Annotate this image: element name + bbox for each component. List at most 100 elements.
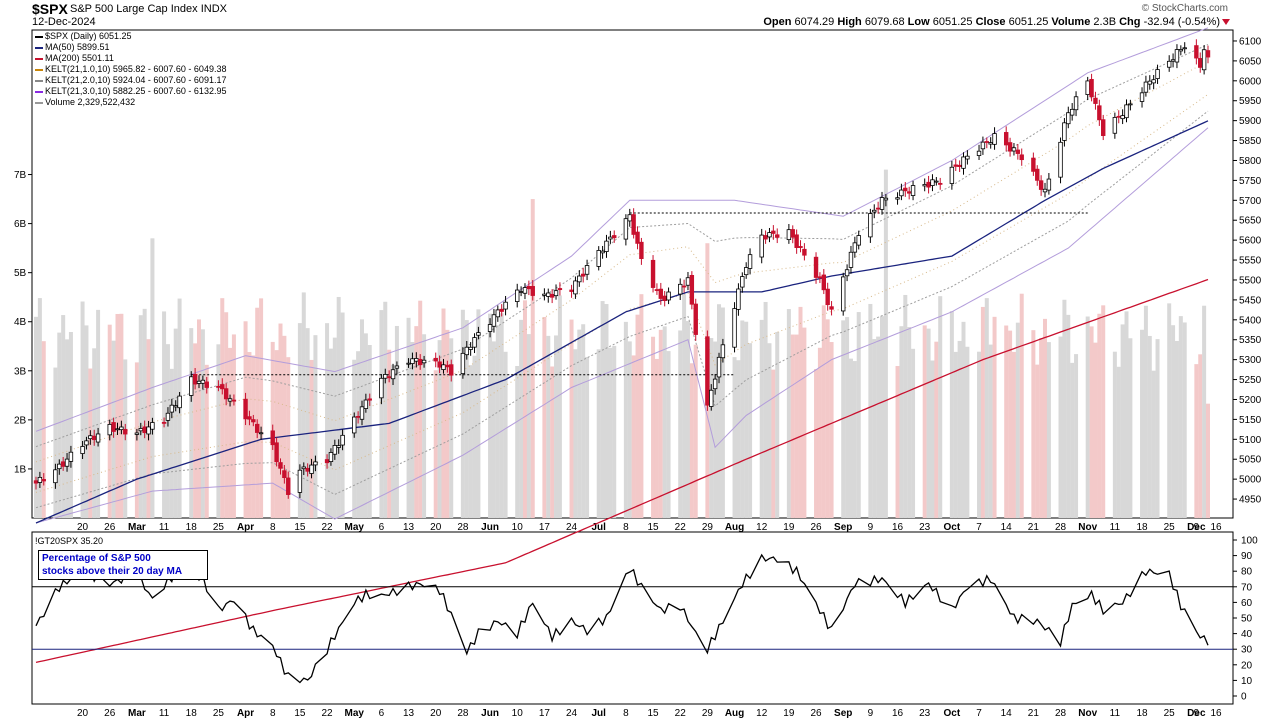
candle-body: [177, 395, 182, 409]
candle-body: [736, 288, 741, 310]
candle-body: [487, 324, 493, 332]
legend-swatch: [35, 68, 43, 71]
candle-body: [1147, 80, 1152, 85]
volume-bar: [449, 338, 454, 518]
candle-body: [313, 461, 318, 466]
chart-date: 12-Dec-2024: [32, 16, 96, 28]
x-tick-label: 9: [1194, 522, 1200, 533]
volume-bar: [437, 340, 442, 518]
down-arrow-icon: [1222, 19, 1230, 25]
volume-bar: [1140, 329, 1145, 518]
candle: [1151, 74, 1156, 90]
candle-body: [681, 285, 687, 288]
price-y-tick-label: 5700: [1239, 196, 1262, 207]
candle-body: [437, 361, 442, 368]
candle-body: [460, 352, 466, 375]
volume-bar: [200, 329, 205, 518]
candle-body: [604, 240, 609, 252]
candle-body: [33, 480, 39, 484]
x-tick-label: 7: [976, 708, 982, 719]
candle: [666, 287, 671, 305]
volume-bar: [600, 301, 605, 518]
candle-body: [189, 376, 194, 396]
x-tick-label: 15: [647, 708, 659, 719]
candle-body: [68, 451, 74, 462]
candle: [491, 308, 497, 333]
volume-bar: [841, 320, 846, 518]
candle-body: [449, 364, 454, 376]
legend-kelt2: KELT(21,2.0,10) 5924.04 - 6007.60 - 6091…: [35, 75, 226, 86]
breadth-y-tick-label: 10: [1241, 676, 1253, 687]
price-y-tick-label: 5500: [1239, 275, 1262, 286]
candle: [472, 333, 477, 354]
x-tick-label: 28: [457, 522, 469, 533]
volume-bar: [554, 335, 559, 518]
volume-bar: [1046, 342, 1051, 518]
candle-body: [992, 133, 997, 145]
volume-bar: [953, 351, 958, 518]
candle: [328, 448, 334, 466]
legend-text: MA(50) 5899.51: [45, 42, 110, 52]
candle-body: [872, 209, 877, 213]
volume-bar: [1089, 326, 1094, 518]
candle: [1089, 73, 1094, 102]
candle-body: [220, 384, 225, 390]
legend-swatch: [35, 79, 43, 82]
volume-bar: [150, 238, 155, 518]
candle: [903, 182, 908, 197]
candle: [883, 194, 889, 207]
candle-body: [926, 181, 931, 188]
price-y-tick-label: 6000: [1239, 76, 1262, 87]
candle-body: [743, 267, 749, 276]
volume-bar: [876, 336, 881, 518]
candle-body: [204, 381, 209, 388]
candle-body: [95, 433, 101, 443]
volume-bar: [216, 344, 221, 518]
candle-body: [580, 273, 586, 277]
candle-body: [491, 314, 497, 327]
candle: [767, 227, 772, 243]
candle: [487, 318, 493, 338]
x-tick-label: 16: [1210, 708, 1222, 719]
candle-body: [1174, 49, 1180, 63]
candle-body: [41, 479, 46, 482]
candle-body: [654, 289, 660, 291]
candle-body: [678, 283, 683, 295]
candle: [623, 214, 629, 246]
candle-body: [709, 389, 714, 407]
candle-body: [1085, 80, 1090, 95]
exchange-text: INDX: [200, 3, 227, 15]
volume-bar: [142, 308, 147, 518]
volume-bar: [1147, 335, 1152, 518]
price-y-tick-label: 5050: [1239, 455, 1262, 466]
volume-bar: [305, 328, 310, 518]
volume-bar: [488, 313, 493, 518]
candle: [872, 204, 877, 219]
candle-body: [596, 250, 601, 267]
x-tick-label: 19: [783, 708, 795, 719]
candle: [759, 228, 764, 264]
candle-body: [173, 405, 178, 408]
volume-bar: [1206, 403, 1210, 518]
candle: [433, 352, 438, 368]
symbol: $SPX: [32, 1, 68, 17]
price-y-tick-label: 6100: [1239, 36, 1262, 47]
candle-body: [821, 274, 827, 291]
volume-bar: [569, 319, 574, 518]
volume-y-tick-label: 1B: [14, 464, 27, 475]
volume-bar: [80, 301, 85, 518]
candle: [868, 208, 873, 243]
candle: [41, 473, 46, 486]
breadth-line: [35, 553, 1209, 684]
candle: [270, 424, 275, 450]
x-tick-label: Aug: [725, 708, 744, 719]
candle-body: [406, 362, 411, 365]
volume-bar: [383, 301, 388, 518]
volume-bar: [1070, 362, 1075, 518]
candle-body: [150, 422, 155, 430]
volume-bar: [767, 343, 772, 518]
candle-body: [856, 235, 861, 246]
x-tick-label: 13: [403, 708, 415, 719]
candle-body: [763, 235, 768, 240]
